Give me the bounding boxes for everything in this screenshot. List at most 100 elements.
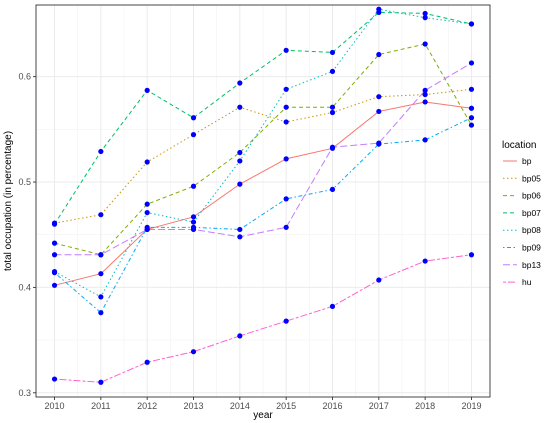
x-tick-label: 2011 [91,401,110,411]
legend-title: location [502,140,536,151]
data-point-bp13 [144,226,150,233]
legend-label-bp05: bp05 [522,173,541,183]
series-line-bp13 [54,62,472,256]
series-lines [54,8,472,383]
data-point-bp [376,108,382,115]
data-point-bp06 [422,41,428,47]
data-point-bp06 [376,51,382,58]
data-point-bp05 [376,94,382,100]
data-point-hu [376,277,382,283]
panel-border [35,4,491,398]
y-tick-label: 0.5 [18,177,31,187]
data-point-bp [51,282,58,288]
data-point-bp08 [468,21,475,27]
data-point-bp05 [144,159,150,165]
data-point-bp06 [468,122,475,128]
legend-key-bg [502,222,518,239]
data-point-hu [190,349,197,355]
data-point-hu [468,252,475,258]
data-point-bp13 [422,87,428,93]
data-point-bp06 [237,149,243,156]
y-tick-label: 0.3 [18,388,31,398]
x-tick-label: 2014 [230,401,250,411]
x-tick-label: 2016 [322,401,342,411]
x-tick-label: 2013 [183,401,203,411]
data-point-bp09 [468,115,475,121]
data-point-bp06 [144,201,150,207]
data-point-bp05 [422,91,428,98]
x-tick-label: 2015 [276,401,296,411]
data-point-bp08 [98,294,104,300]
x-axis-title: year [253,410,273,421]
data-point-hu [98,379,104,385]
data-point-bp09 [98,310,104,316]
data-point-bp05 [190,132,197,138]
data-point-hu [422,258,428,264]
data-point-hu [51,376,58,382]
data-point-bp09 [51,270,58,276]
legend-label-bp13: bp13 [522,260,541,270]
data-point-bp05 [237,104,243,110]
data-point-bp13 [237,234,243,240]
data-point-bp07 [329,49,336,56]
data-point-bp06 [190,183,197,189]
data-point-bp13 [190,226,197,233]
data-point-bp [283,156,289,162]
data-point-bp08 [283,86,289,92]
axes: 0.3 0.4 0.5 0.6 2010 2011 2012 2013 2014 2015 2016… [18,72,481,411]
data-point-bp13 [376,140,382,146]
data-point-hu [329,303,336,309]
series-line-bp05 [54,88,472,224]
data-point-bp07 [51,221,58,227]
data-point-bp07 [422,10,428,17]
data-points [51,6,475,385]
data-point-bp06 [51,240,58,246]
data-point-hu [283,318,289,324]
data-point-bp07 [237,80,243,86]
data-point-bp09 [237,226,243,233]
data-point-bp05 [329,109,336,116]
data-point-bp08 [144,209,150,216]
x-tick-label: 2019 [461,401,481,411]
data-point-bp [422,99,428,105]
series-line-bp07 [54,11,472,225]
data-point-bp [190,214,197,220]
data-point-bp13 [329,144,336,150]
data-point-bp05 [283,119,289,125]
data-point-bp05 [98,212,104,218]
x-tick-label: 2017 [369,401,389,411]
data-point-bp08 [422,15,428,21]
legend-label-bp06: bp06 [522,191,541,201]
series-line-bp [54,101,472,286]
y-axis-title: total occupation (in percentage) [3,131,14,271]
y-tick-label: 0.6 [18,72,31,82]
data-point-bp [98,271,104,277]
data-point-bp08 [190,219,197,225]
data-point-bp07 [144,87,150,93]
data-point-bp [468,105,475,111]
data-point-bp06 [329,104,336,110]
legend-label-bp09: bp09 [522,243,541,253]
data-point-bp07 [98,148,104,155]
x-tick-label: 2012 [137,401,157,411]
x-tick-label: 2010 [45,401,65,411]
series-line-hu [54,254,472,383]
data-point-bp09 [422,137,428,143]
data-point-bp13 [283,224,289,230]
data-point-hu [237,333,243,339]
data-point-bp13 [51,252,58,258]
data-point-bp13 [468,60,475,66]
series-line-bp06 [54,43,472,256]
data-point-bp07 [283,47,289,53]
data-point-bp08 [376,6,382,12]
grid [36,5,490,397]
x-tick-label: 2018 [415,401,435,411]
legend: location bp bp05 bp06 bp07 bp08 bp09 bp13 hu [502,140,541,291]
data-point-bp05 [468,86,475,92]
data-point-bp06 [283,104,289,110]
legend-label-hu: hu [522,277,532,287]
legend-label-bp: bp [522,156,532,166]
data-point-bp08 [237,158,243,164]
